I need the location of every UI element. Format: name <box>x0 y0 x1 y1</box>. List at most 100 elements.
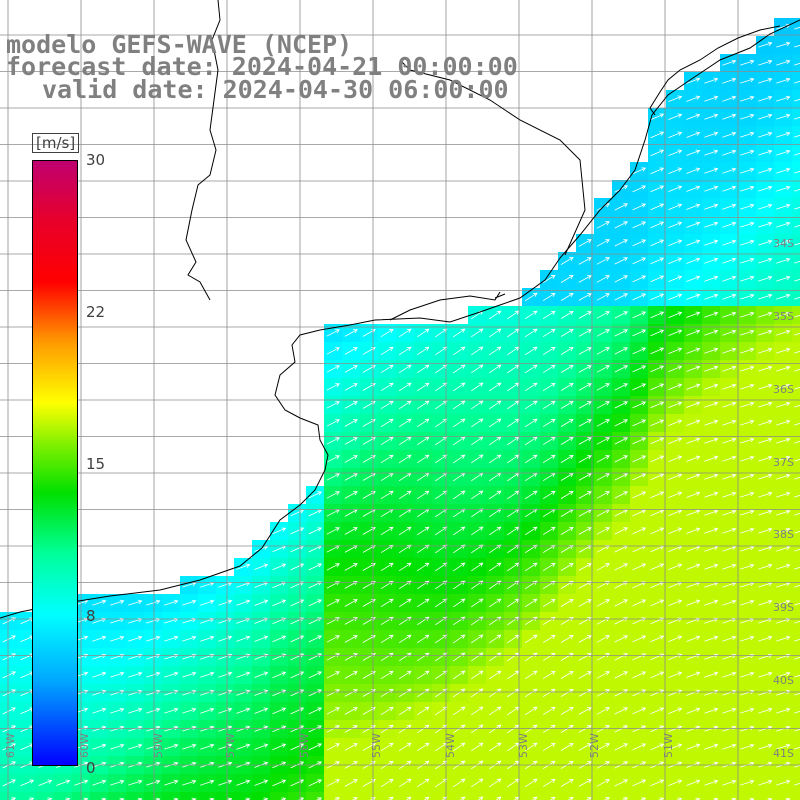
wind-arrow <box>722 329 737 336</box>
wind-arrow <box>776 203 791 210</box>
land-border-argentina <box>185 0 221 301</box>
wind-arrow <box>470 706 484 716</box>
wind-arrow <box>236 671 251 678</box>
wind-arrow <box>794 62 800 66</box>
wind-arrow <box>470 346 484 356</box>
wind-arrow <box>524 328 538 338</box>
wind-arrow <box>560 436 574 445</box>
wind-arrow <box>722 563 737 570</box>
wind-arrow <box>668 401 683 408</box>
wind-arrow <box>542 724 556 734</box>
wind-cell <box>792 360 800 378</box>
wind-arrow <box>326 527 340 535</box>
wind-arrow <box>758 311 773 318</box>
wind-arrow <box>542 292 556 302</box>
wind-arrow <box>740 707 755 714</box>
wind-arrow <box>254 599 269 606</box>
wind-arrow <box>794 404 800 408</box>
wind-arrow <box>578 563 592 571</box>
wind-arrow <box>776 329 791 336</box>
wind-arrow <box>722 293 737 300</box>
colorbar-tick-22: 22 <box>86 303 106 321</box>
wind-cell <box>792 450 800 468</box>
wind-arrow <box>218 671 233 678</box>
wind-arrow <box>542 346 556 356</box>
wind-arrow <box>542 382 556 392</box>
wind-arrow <box>686 599 701 606</box>
wind-arrow <box>704 743 719 750</box>
wind-arrow <box>560 346 574 355</box>
wind-arrow <box>758 347 773 354</box>
wind-arrow <box>326 635 340 643</box>
wind-arrow <box>326 743 340 751</box>
wind-arrow <box>524 688 538 698</box>
wind-arrow <box>398 436 412 446</box>
wind-arrow <box>776 113 791 120</box>
wind-cell <box>792 342 800 360</box>
wind-arrow <box>614 527 629 535</box>
wind-arrow <box>560 400 574 409</box>
wind-arrow <box>182 671 197 678</box>
wind-arrow <box>542 400 556 410</box>
wind-arrow <box>398 418 412 428</box>
wind-arrow <box>794 692 800 696</box>
wind-arrow <box>668 455 683 462</box>
wind-arrow <box>578 473 592 481</box>
wind-arrow <box>560 706 574 715</box>
wind-arrow <box>308 743 323 751</box>
wind-arrow <box>740 221 755 228</box>
wind-arrow <box>452 418 466 428</box>
wind-arrow <box>344 329 358 337</box>
wind-arrow <box>452 364 466 374</box>
wind-arrow <box>542 526 556 536</box>
wind-arrow <box>380 490 394 500</box>
wind-arrow <box>650 221 665 229</box>
wind-cell <box>792 72 800 90</box>
wind-cell <box>432 792 450 800</box>
wind-cell <box>792 180 800 198</box>
wind-arrow <box>632 257 647 265</box>
wind-arrow <box>614 239 629 247</box>
wind-cell <box>792 378 800 396</box>
wind-arrow <box>236 689 251 696</box>
lon-label: 59W <box>152 733 165 758</box>
wind-arrow <box>794 26 800 30</box>
wind-arrow <box>704 527 719 534</box>
wind-cell <box>576 792 594 800</box>
wind-arrow <box>380 706 394 716</box>
wind-arrow <box>146 743 161 750</box>
wind-arrow <box>416 598 430 608</box>
wind-arrow <box>776 95 791 102</box>
wind-arrow <box>326 401 340 409</box>
wind-arrow <box>794 350 800 354</box>
wind-arrow <box>740 365 755 372</box>
wind-arrow <box>632 329 647 337</box>
wind-arrow <box>236 563 251 570</box>
wind-arrow <box>632 185 647 193</box>
wind-arrow <box>380 418 394 428</box>
wind-cell <box>684 792 702 800</box>
wind-cell <box>180 792 198 800</box>
wind-arrow <box>722 671 737 678</box>
wind-arrow <box>632 383 647 391</box>
wind-cell <box>792 288 800 306</box>
wind-arrow <box>596 653 610 661</box>
wind-arrow <box>398 382 412 392</box>
wind-arrow <box>686 527 701 534</box>
wind-arrow <box>740 149 755 156</box>
wind-arrow <box>758 491 773 498</box>
wind-arrow <box>614 275 629 283</box>
wind-arrow <box>542 364 556 374</box>
wind-arrow <box>614 365 629 373</box>
wind-arrow <box>632 743 647 751</box>
wind-arrow <box>704 185 719 192</box>
wind-arrow <box>578 401 592 409</box>
wind-arrow <box>758 221 773 228</box>
wind-arrow <box>272 563 287 571</box>
wind-arrow <box>686 779 701 786</box>
wind-arrow <box>470 742 484 752</box>
wind-arrow <box>344 473 358 481</box>
wind-arrow <box>686 491 701 498</box>
wind-arrow <box>632 239 647 247</box>
